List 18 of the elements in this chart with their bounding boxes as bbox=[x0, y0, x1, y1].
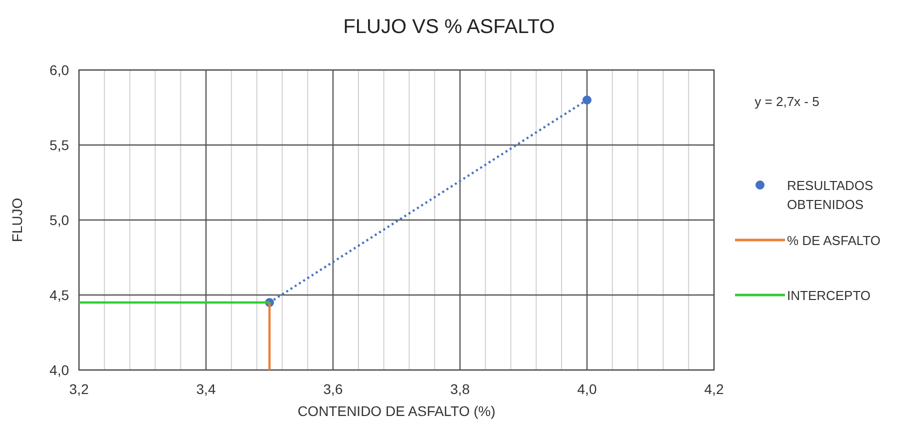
legend-label: % DE ASFALTO bbox=[787, 233, 880, 248]
y-tick-label: 6,0 bbox=[50, 62, 70, 78]
x-tick-label: 3,4 bbox=[196, 381, 216, 397]
y-tick-label: 5,5 bbox=[50, 137, 70, 153]
x-tick-label: 4,2 bbox=[704, 381, 724, 397]
text: y = 2,7x - 5 bbox=[754, 94, 820, 109]
x-tick-label: 4,0 bbox=[577, 381, 597, 397]
legend-label: RESULTADOS OBTENIDOS bbox=[787, 178, 874, 212]
y-tick-label: 4,5 bbox=[50, 287, 70, 303]
legend-label: INTERCEPTO bbox=[787, 288, 871, 303]
x-tick-label: 3,2 bbox=[69, 381, 89, 397]
y-tick-label: 4,0 bbox=[50, 362, 70, 378]
x-axis-title: CONTENIDO DE ASFALTO (%) bbox=[298, 403, 496, 419]
chart-title: FLUJO VS % ASFALTO bbox=[343, 16, 555, 38]
y-axis-title: FLUJO bbox=[9, 198, 25, 242]
y-tick-label: 5,0 bbox=[50, 212, 70, 228]
x-tick-label: 3,8 bbox=[450, 381, 470, 397]
x-tick-label: 3,6 bbox=[323, 381, 343, 397]
